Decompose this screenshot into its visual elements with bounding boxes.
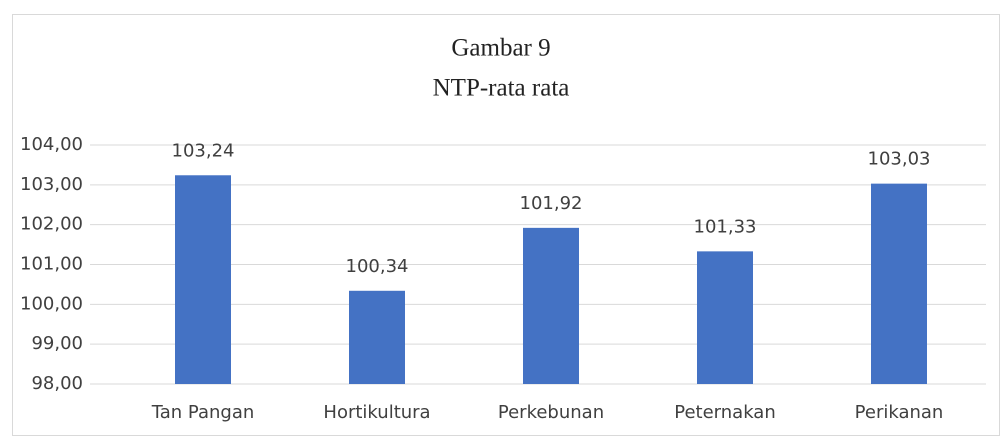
data-label: 100,34 — [346, 256, 409, 277]
data-label: 101,92 — [520, 193, 583, 214]
y-tick-label: 104,00 — [20, 134, 83, 155]
bar — [349, 290, 405, 384]
y-tick-label: 99,00 — [31, 333, 83, 354]
y-tick-label: 98,00 — [31, 373, 83, 394]
data-label: 103,24 — [172, 140, 235, 161]
bar — [175, 175, 231, 384]
x-tick-label: Tan Pangan — [151, 402, 255, 423]
data-label: 103,03 — [868, 149, 931, 170]
x-tick-label: Peternakan — [674, 402, 776, 423]
y-tick-label: 101,00 — [20, 254, 83, 275]
bar — [697, 251, 753, 384]
y-tick-label: 102,00 — [20, 214, 83, 235]
bar — [523, 227, 579, 384]
y-tick-label: 103,00 — [20, 174, 83, 195]
data-label: 101,33 — [694, 216, 757, 237]
x-tick-label: Hortikultura — [323, 402, 430, 423]
y-tick-label: 100,00 — [20, 293, 83, 314]
x-tick-label: Perikanan — [855, 402, 944, 423]
chart-subtitle: NTP-rata rata — [433, 75, 570, 102]
chart-title: Gambar 9 — [451, 35, 550, 62]
x-tick-label: Perkebunan — [498, 402, 604, 423]
bar — [871, 183, 927, 384]
